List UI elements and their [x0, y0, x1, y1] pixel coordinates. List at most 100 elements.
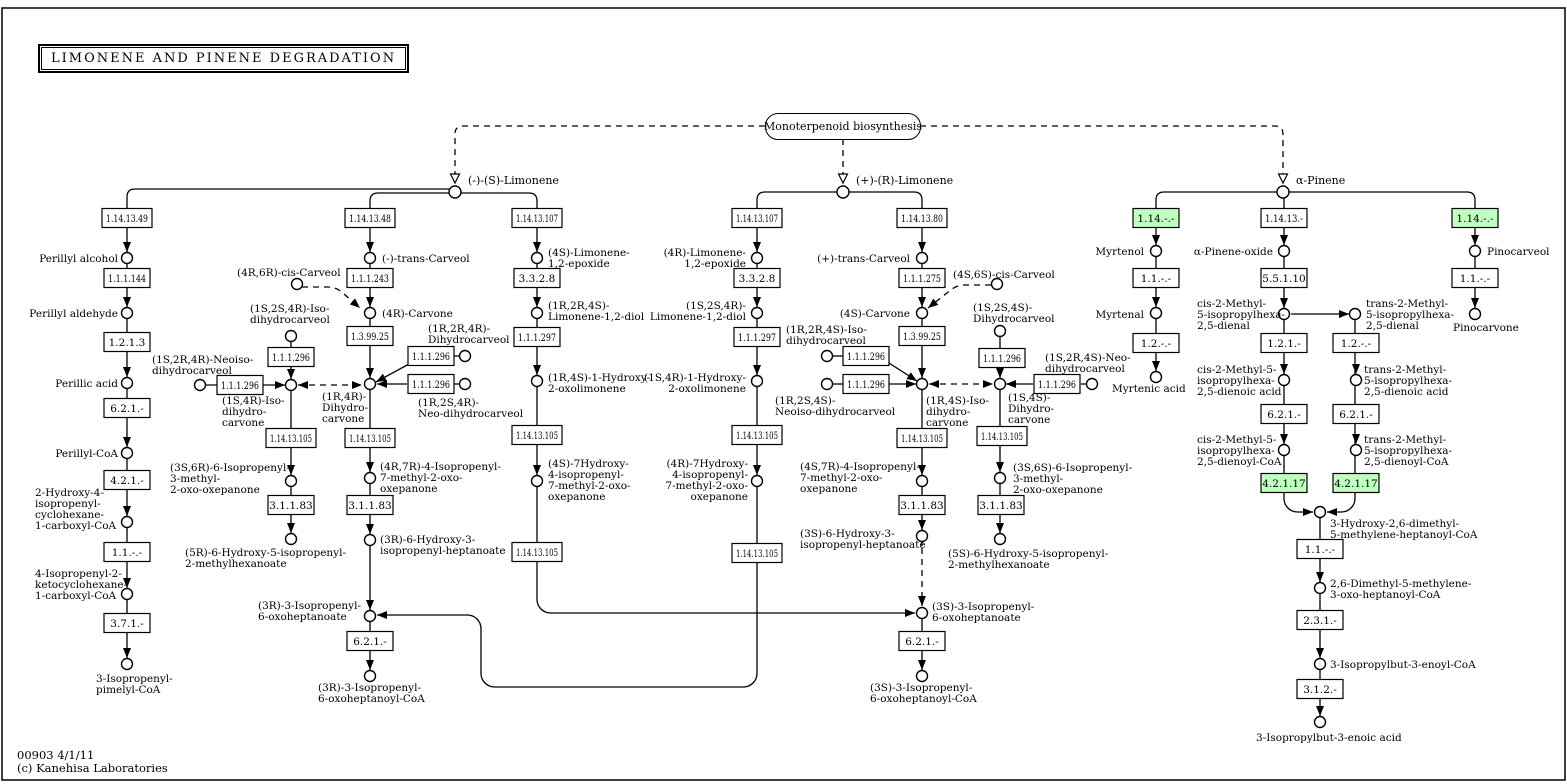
compound-node[interactable] — [993, 471, 1007, 485]
compound-node[interactable] — [120, 515, 134, 529]
compound-node[interactable] — [120, 376, 134, 390]
compound-node[interactable] — [120, 306, 134, 320]
compound-node[interactable] — [990, 277, 1004, 291]
enzyme-box-1-2-1-[interactable]: 1.2.1.- — [1260, 332, 1308, 354]
enzyme-box-1-14-13-105[interactable]: 1.14.13.105 — [265, 427, 317, 449]
enzyme-box-1-14-13-105[interactable]: 1.14.13.105 — [344, 427, 396, 449]
compound-node[interactable] — [1349, 443, 1363, 457]
compound-node[interactable] — [458, 349, 472, 363]
enzyme-box-3-1-2-[interactable]: 3.1.2.- — [1296, 678, 1344, 700]
enzyme-box-1-14-13-49[interactable]: 1.14.13.49 — [101, 207, 153, 229]
enzyme-box-1-2-[interactable]: 1.2.-.- — [1332, 332, 1380, 354]
enzyme-box-1-1-[interactable]: 1.1.-.- — [1451, 267, 1499, 289]
enzyme-box-6-2-1-[interactable]: 6.2.1.- — [1260, 403, 1308, 425]
compound-node[interactable] — [1313, 715, 1327, 729]
compound-node[interactable] — [915, 474, 929, 488]
enzyme-box-1-14-13-107[interactable]: 1.14.13.107 — [511, 207, 563, 229]
compound-node[interactable] — [750, 474, 764, 488]
compound-node[interactable] — [1149, 370, 1163, 384]
enzyme-box-1-14-13-80[interactable]: 1.14.13.80 — [896, 207, 948, 229]
enzyme-box-1-14-13-105[interactable]: 1.14.13.105 — [976, 425, 1028, 447]
compound-node[interactable] — [120, 446, 134, 460]
enzyme-box-1-14-13-48[interactable]: 1.14.13.48 — [344, 207, 396, 229]
enzyme-box-3-7-1-[interactable]: 3.7.1.- — [103, 612, 151, 634]
junction-node[interactable] — [836, 185, 850, 199]
compound-node[interactable] — [284, 474, 298, 488]
compound-node[interactable] — [363, 377, 377, 391]
compound-node[interactable] — [363, 669, 377, 683]
enzyme-box-3-1-1-83[interactable]: 3.1.1.83 — [267, 494, 315, 516]
compound-node[interactable] — [1277, 373, 1291, 387]
compound-node[interactable] — [1277, 244, 1291, 258]
enzyme-box-1-1-[interactable]: 1.1.-.- — [1132, 267, 1180, 289]
enzyme-box-1-3-99-25[interactable]: 1.3.99.25 — [898, 325, 946, 347]
compound-node[interactable] — [530, 306, 544, 320]
compound-node[interactable] — [290, 277, 304, 291]
enzyme-box-3-3-2-8[interactable]: 3.3.2.8 — [513, 267, 561, 289]
enzyme-box-1-14-13-105[interactable]: 1.14.13.105 — [511, 424, 563, 446]
enzyme-box-1-1-1-243[interactable]: 1.1.1.243 — [346, 267, 394, 289]
enzyme-box-3-3-2-8[interactable]: 3.3.2.8 — [733, 267, 781, 289]
compound-node[interactable] — [1468, 244, 1482, 258]
compound-node[interactable] — [363, 609, 377, 623]
enzyme-box-1-14-13-105[interactable]: 1.14.13.105 — [511, 541, 563, 563]
compound-node[interactable] — [993, 324, 1007, 338]
enzyme-box-1-1-1-296[interactable]: 1.1.1.296 — [407, 373, 455, 395]
enzyme-box-1-1-[interactable]: 1.1.-.- — [1296, 538, 1344, 560]
compound-node[interactable] — [915, 529, 929, 543]
compound-node[interactable] — [915, 377, 929, 391]
compound-node[interactable] — [284, 329, 298, 343]
compound-node[interactable] — [1277, 307, 1291, 321]
enzyme-box-1-1-1-296[interactable]: 1.1.1.296 — [267, 346, 315, 368]
enzyme-box-6-2-1-[interactable]: 6.2.1.- — [1332, 403, 1380, 425]
enzyme-box-1-14-13-[interactable]: 1.14.13.- — [1260, 207, 1308, 229]
enzyme-box-1-1-1-297[interactable]: 1.1.1.297 — [513, 326, 561, 348]
enzyme-box-4-2-1-17[interactable]: 4.2.1.17 — [1332, 472, 1380, 494]
pathway-link-monoterpenoid-biosynthesis[interactable]: Monoterpenoid biosynthesis — [764, 113, 922, 140]
enzyme-box-1-3-99-25[interactable]: 1.3.99.25 — [346, 325, 394, 347]
compound-node[interactable] — [1149, 306, 1163, 320]
compound-node[interactable] — [363, 533, 377, 547]
compound-node[interactable] — [284, 378, 298, 392]
compound-node[interactable] — [1277, 443, 1291, 457]
enzyme-box-1-14-13-105[interactable]: 1.14.13.105 — [731, 542, 783, 564]
compound-node[interactable] — [1085, 377, 1099, 391]
enzyme-box-3-1-1-83[interactable]: 3.1.1.83 — [977, 494, 1025, 516]
compound-node[interactable] — [363, 251, 377, 265]
enzyme-box-4-2-1-17[interactable]: 4.2.1.17 — [1260, 472, 1308, 494]
compound-node[interactable] — [1313, 505, 1327, 519]
enzyme-box-5-5-1-10[interactable]: 5.5.1.10 — [1260, 267, 1308, 289]
compound-node[interactable] — [993, 377, 1007, 391]
compound-node[interactable] — [1313, 581, 1327, 595]
enzyme-box-1-1-1-296[interactable]: 1.1.1.296 — [407, 345, 455, 367]
compound-node[interactable] — [993, 532, 1007, 546]
compound-node[interactable] — [120, 587, 134, 601]
compound-node[interactable] — [530, 251, 544, 265]
enzyme-box-6-2-1-[interactable]: 6.2.1.- — [898, 630, 946, 652]
enzyme-box-3-1-1-83[interactable]: 3.1.1.83 — [898, 494, 946, 516]
compound-node[interactable] — [1348, 307, 1362, 321]
enzyme-box-1-2-[interactable]: 1.2.-.- — [1132, 332, 1180, 354]
compound-node[interactable] — [915, 251, 929, 265]
enzyme-box-4-2-1-[interactable]: 4.2.1.- — [103, 469, 151, 491]
enzyme-box-1-1-[interactable]: 1.1.-.- — [103, 541, 151, 563]
compound-node[interactable] — [1349, 373, 1363, 387]
compound-node[interactable] — [750, 306, 764, 320]
enzyme-box-1-14-13-105[interactable]: 1.14.13.105 — [731, 424, 783, 446]
enzyme-box-1-1-1-296[interactable]: 1.1.1.296 — [842, 373, 890, 395]
compound-node[interactable] — [820, 377, 834, 391]
enzyme-box-1-14-[interactable]: 1.14.-.- — [1132, 207, 1180, 229]
enzyme-box-1-1-1-297[interactable]: 1.1.1.297 — [733, 326, 781, 348]
compound-node[interactable] — [1313, 657, 1327, 671]
enzyme-box-1-1-1-296[interactable]: 1.1.1.296 — [842, 345, 890, 367]
enzyme-box-2-3-1-[interactable]: 2.3.1.- — [1296, 609, 1344, 631]
compound-node[interactable] — [750, 251, 764, 265]
enzyme-box-1-1-1-296[interactable]: 1.1.1.296 — [216, 374, 264, 396]
enzyme-box-6-2-1-[interactable]: 6.2.1.- — [103, 397, 151, 419]
compound-node[interactable] — [363, 471, 377, 485]
enzyme-box-6-2-1-[interactable]: 6.2.1.- — [346, 630, 394, 652]
compound-node[interactable] — [915, 606, 929, 620]
compound-node[interactable] — [363, 306, 377, 320]
compound-node[interactable] — [193, 378, 207, 392]
compound-node[interactable] — [120, 657, 134, 671]
